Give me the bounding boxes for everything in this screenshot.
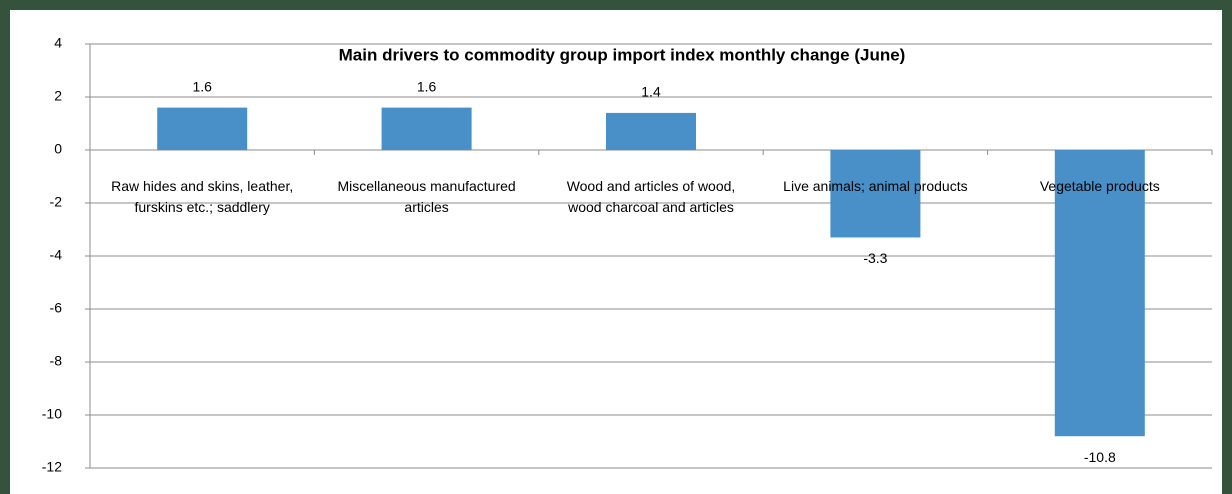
- y-tick-label: 0: [54, 141, 62, 157]
- y-tick-label: -10: [42, 406, 62, 422]
- y-tick-label: 2: [54, 88, 62, 104]
- bar: [1054, 150, 1145, 437]
- y-tick-label: -8: [50, 353, 63, 369]
- bar: [157, 107, 248, 150]
- data-label: -10.8: [1084, 449, 1116, 465]
- bar: [381, 107, 472, 150]
- data-label: 1.4: [641, 84, 661, 100]
- data-label: 1.6: [417, 78, 437, 94]
- data-label: -3.3: [863, 250, 887, 266]
- bar: [830, 150, 921, 238]
- y-tick-label: -6: [50, 300, 63, 316]
- chart-title: Main drivers to commodity group import i…: [339, 45, 906, 64]
- x-tick-label: Live animals; animal products: [783, 178, 968, 194]
- y-tick-label: -4: [50, 247, 63, 263]
- x-tick-label: Miscellaneous manufactured articles: [337, 178, 516, 215]
- y-tick-label: -12: [42, 459, 62, 475]
- x-tick-label: Raw hides and skins, leather, furskins e…: [111, 178, 294, 215]
- background: [10, 10, 1222, 494]
- x-tick-label: Vegetable products: [1039, 178, 1160, 194]
- data-label: 1.6: [192, 78, 212, 94]
- bar: [606, 112, 696, 150]
- x-tick-label: Wood and articles of wood, wood charcoal…: [566, 178, 736, 215]
- y-tick-label: 4: [54, 35, 62, 51]
- y-tick-label: -2: [50, 194, 63, 210]
